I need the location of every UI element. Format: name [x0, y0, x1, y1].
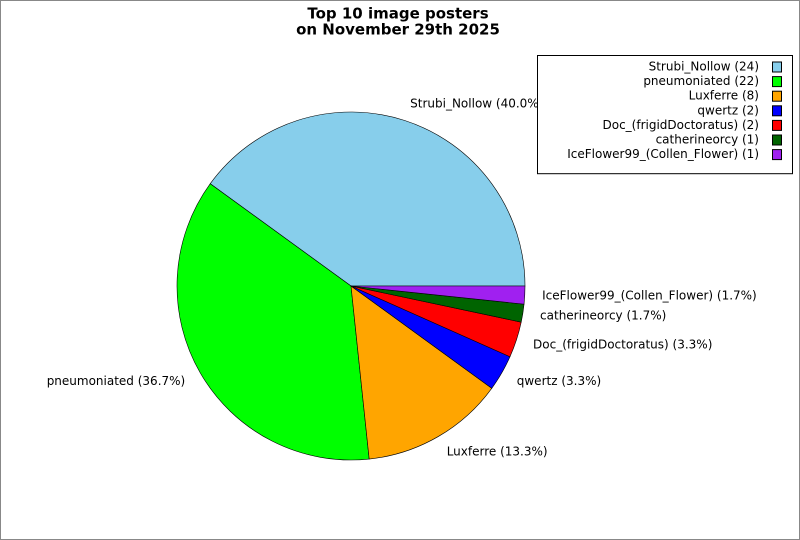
pie-slice [350, 285, 526, 305]
legend-box [537, 55, 793, 175]
pie-slice [176, 183, 370, 461]
legend-swatch [772, 134, 782, 146]
slice-label: catherineorcy (1.7%) [540, 308, 666, 322]
legend-swatch [772, 61, 782, 73]
legend-swatch [772, 105, 782, 117]
slice-label: Doc_(frigidDoctoratus) (3.3%) [533, 338, 712, 352]
chart-title: Top 10 image posters [307, 5, 488, 23]
slice-label: IceFlower99_(Collen_Flower) (1.7%) [542, 289, 757, 303]
slice-label: qwertz (3.3%) [517, 374, 601, 388]
legend-label: Strubi_Nollow (24) [649, 60, 759, 74]
legend-label: qwertz (2) [697, 103, 759, 117]
legend-label: IceFlower99_(Collen_Flower) (1) [567, 147, 759, 161]
legend-swatch [772, 90, 782, 102]
slice-label: pneumoniated (36.7%) [47, 374, 186, 388]
pie-slice [209, 111, 526, 287]
slice-label: Strubi_Nollow (40.0%) [410, 96, 543, 110]
legend-swatch [772, 119, 782, 131]
legend-swatch [772, 149, 782, 161]
legend-swatch [772, 76, 782, 88]
pie-slice [350, 285, 493, 460]
legend-label: catherineorcy (1) [656, 133, 759, 147]
legend-label: Doc_(frigidDoctoratus) (2) [603, 118, 760, 132]
chart-title: on November 29th 2025 [296, 21, 500, 39]
legend-label: pneumoniated (22) [643, 74, 759, 88]
slice-label: Luxferre (13.3%) [447, 444, 548, 458]
legend-label: Luxferre (8) [689, 89, 759, 103]
